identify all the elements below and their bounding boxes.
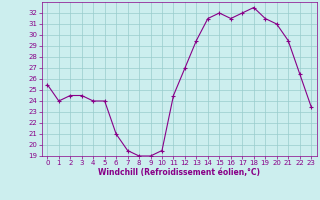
X-axis label: Windchill (Refroidissement éolien,°C): Windchill (Refroidissement éolien,°C) [98,168,260,177]
